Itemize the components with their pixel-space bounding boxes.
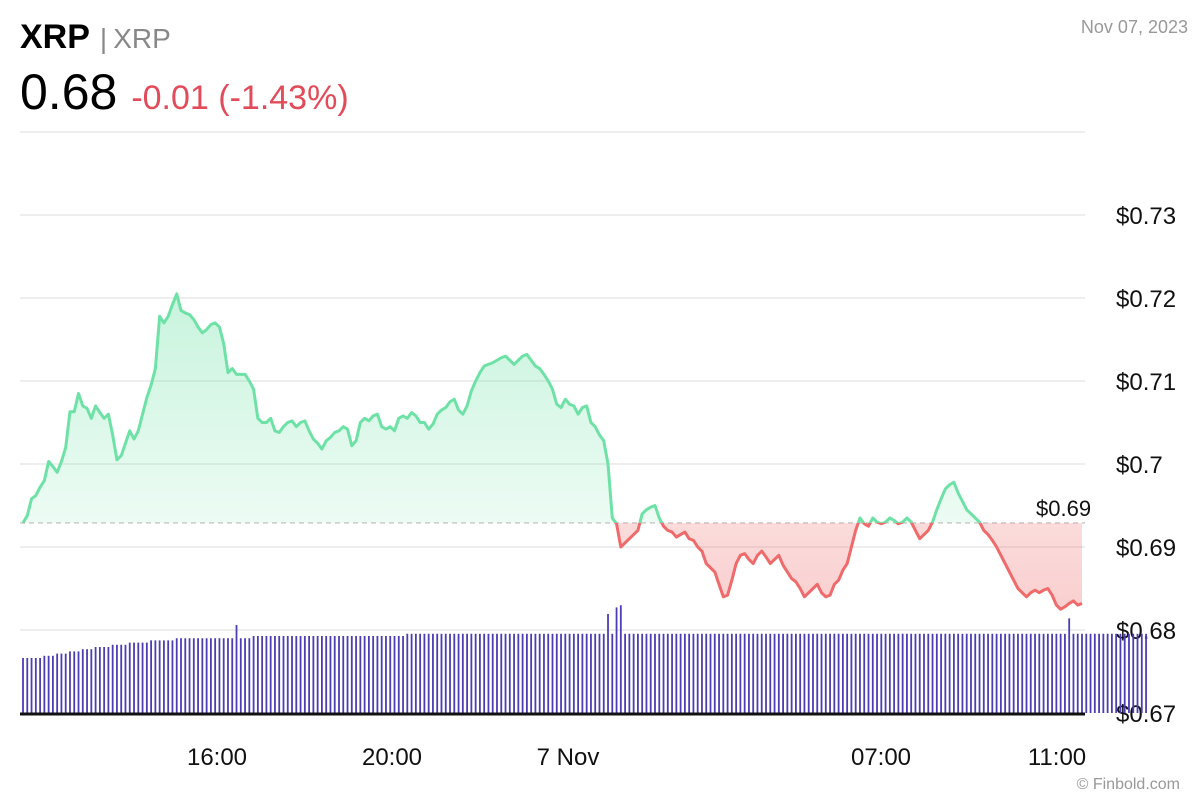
price-change: -0.01 (-1.43%) — [131, 79, 349, 117]
y-tick-label: $0.69 — [1116, 535, 1176, 562]
price-line-above — [21, 292, 982, 523]
y-tick-label: $0.7 — [1116, 452, 1163, 479]
x-tick-label: 20:00 — [362, 744, 422, 771]
y-tick-label: $0.71 — [1116, 369, 1176, 396]
ticker-row: XRP | XRP — [20, 18, 349, 57]
price-row: 0.68 -0.01 (-1.43%) — [20, 63, 349, 121]
ticker-symbol: XRP — [20, 18, 90, 56]
y-tick-label: $0.72 — [1116, 286, 1176, 313]
ticker-header: XRP | XRP 0.68 -0.01 (-1.43%) — [20, 18, 349, 121]
x-tick-label: 11:00 — [1028, 744, 1086, 771]
ticker-separator: | — [99, 23, 108, 54]
x-tick-label: 16:00 — [187, 744, 247, 771]
asset-name: XRP — [113, 23, 171, 54]
current-price: 0.68 — [20, 64, 118, 120]
reference-price-label: $0.69 — [1036, 496, 1091, 521]
chart-date: Nov 07, 2023 — [1080, 17, 1188, 37]
x-tick-label: 07:00 — [851, 744, 911, 771]
source-credit: © Finbold.com — [1076, 776, 1180, 793]
y-tick-label: $0.73 — [1116, 203, 1176, 230]
x-tick-label: 7 Nov — [537, 744, 600, 771]
price-area-below — [23, 522, 1082, 610]
price-area-above — [23, 293, 980, 523]
